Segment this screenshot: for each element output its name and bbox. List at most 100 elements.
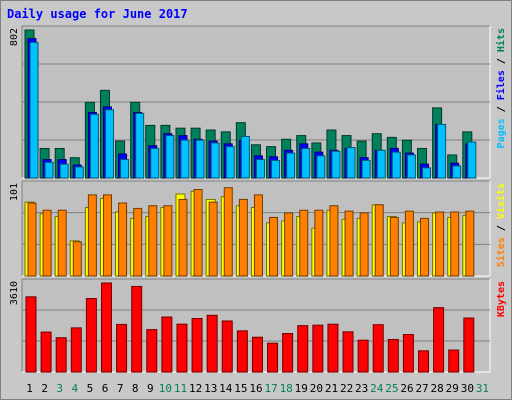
bar-kbytes-day-22 — [342, 331, 354, 373]
bar-kbytes-day-21 — [327, 323, 339, 373]
bar-sites-day-15 — [238, 198, 248, 277]
bar-pages-day-9 — [150, 147, 160, 179]
bar-kbytes-day-5 — [85, 298, 97, 373]
series-label-kbytes: KBytes — [496, 281, 507, 317]
bar-pages-day-23 — [361, 159, 371, 179]
bar-sites-day-1 — [27, 202, 37, 277]
series-label: Pages / Files / Hits — [495, 28, 507, 148]
bar-sites-day-11 — [178, 198, 188, 277]
bar-kbytes-day-18 — [282, 333, 294, 373]
day-label-17: 17 — [264, 382, 277, 395]
day-label-10: 10 — [159, 382, 172, 395]
bar-sites-day-17 — [269, 216, 279, 277]
bar-sites-day-13 — [208, 201, 218, 277]
bar-pages-day-3 — [59, 163, 69, 179]
bar-sites-day-27 — [420, 217, 430, 277]
bar-kbytes-day-10 — [161, 316, 173, 373]
bar-sites-day-20 — [314, 209, 324, 277]
day-label-1: 1 — [26, 382, 33, 395]
bar-sites-day-9 — [148, 205, 158, 277]
bar-sites-day-21 — [329, 205, 339, 277]
bar-kbytes-day-17 — [267, 342, 279, 373]
bar-kbytes-day-29 — [448, 349, 460, 373]
bar-pages-day-12 — [195, 139, 205, 179]
bar-kbytes-day-8 — [131, 285, 143, 373]
bar-sites-day-23 — [359, 212, 369, 277]
bar-pages-day-2 — [44, 161, 54, 179]
bar-pages-day-1 — [29, 41, 39, 179]
bar-kbytes-day-28 — [433, 307, 445, 373]
bar-pages-day-6 — [104, 109, 114, 179]
bar-pages-day-11 — [180, 139, 190, 179]
day-label-22: 22 — [340, 382, 353, 395]
series-label-visits: Visits — [495, 183, 507, 219]
hits-files-pages-panel: 802 Pages / Files / Hits — [9, 25, 507, 179]
bar-sites-day-30 — [465, 210, 475, 277]
day-label-9: 9 — [147, 382, 154, 395]
bar-sites-day-3 — [57, 209, 67, 277]
day-label-30: 30 — [461, 382, 474, 395]
bar-sites-day-28 — [435, 211, 445, 277]
bar-pages-day-25 — [391, 151, 401, 179]
day-label-7: 7 — [117, 382, 124, 395]
bar-pages-day-5 — [89, 113, 99, 179]
bar-kbytes-day-14 — [221, 320, 233, 373]
x-axis-day-labels: 1 2 3 4 5 6 7 8 9 10 11 12 13 14 15 16 17 18 19 20 21 22 23 24 2… — [26, 382, 489, 395]
bar-kbytes-day-12 — [191, 318, 203, 373]
bar-kbytes-day-30 — [463, 317, 475, 373]
bar-pages-day-19 — [301, 147, 311, 179]
bar-pages-day-20 — [316, 155, 326, 179]
bar-sites-day-19 — [299, 209, 309, 277]
bar-sites-day-14 — [223, 187, 233, 277]
day-label-19: 19 — [295, 382, 308, 395]
bar-pages-day-27 — [422, 167, 432, 179]
bar-pages-day-15 — [240, 135, 250, 179]
day-label-3: 3 — [56, 382, 63, 395]
bar-sites-day-26 — [404, 210, 414, 277]
bar-pages-day-7 — [120, 159, 130, 179]
bar-kbytes-day-27 — [418, 350, 430, 373]
axis-max-label: 101 — [9, 183, 20, 201]
day-label-2: 2 — [41, 382, 48, 395]
day-label-28: 28 — [431, 382, 444, 395]
day-label-29: 29 — [446, 382, 459, 395]
bar-pages-day-18 — [286, 152, 296, 179]
bar-pages-day-21 — [331, 150, 341, 179]
day-label-18: 18 — [280, 382, 293, 395]
bar-kbytes-day-4 — [70, 327, 82, 373]
day-label-14: 14 — [219, 382, 233, 395]
bar-pages-day-10 — [165, 135, 175, 179]
bar-sites-day-8 — [133, 207, 143, 277]
series-label-separator: / — [496, 52, 507, 70]
bar-pages-day-29 — [452, 165, 462, 179]
bar-pages-day-22 — [346, 147, 356, 179]
bar-kbytes-day-7 — [116, 323, 128, 373]
series-label: Sites / Visits — [495, 183, 507, 267]
bar-pages-day-24 — [376, 149, 386, 179]
day-label-4: 4 — [72, 382, 79, 395]
kbytes-panel: 3610 KBytes — [9, 278, 507, 373]
day-label-21: 21 — [325, 382, 338, 395]
visits-sites-panel: 101 Sites / Visits — [9, 180, 507, 277]
bar-kbytes-day-9 — [146, 329, 158, 373]
bar-kbytes-day-3 — [55, 337, 67, 373]
axis-max-label: 3610 — [9, 281, 20, 305]
bar-pages-day-4 — [74, 166, 84, 179]
bar-sites-day-12 — [193, 189, 203, 277]
bar-pages-day-28 — [437, 123, 447, 179]
bar-sites-day-22 — [344, 210, 354, 277]
bar-pages-day-17 — [271, 159, 281, 179]
bar-kbytes-day-6 — [100, 282, 112, 373]
bar-sites-day-25 — [389, 216, 399, 277]
bar-kbytes-day-24 — [372, 324, 384, 373]
day-label-20: 20 — [310, 382, 323, 395]
bar-kbytes-day-13 — [206, 314, 218, 373]
series-label: KBytes — [496, 281, 507, 317]
bar-kbytes-day-20 — [312, 324, 324, 373]
day-label-26: 26 — [400, 382, 413, 395]
bar-kbytes-day-2 — [40, 331, 52, 373]
day-label-31: 31 — [476, 382, 489, 395]
series-label-files: Files — [495, 70, 507, 100]
axis-max-label: 802 — [9, 28, 20, 46]
series-label-separator: / — [496, 219, 507, 237]
